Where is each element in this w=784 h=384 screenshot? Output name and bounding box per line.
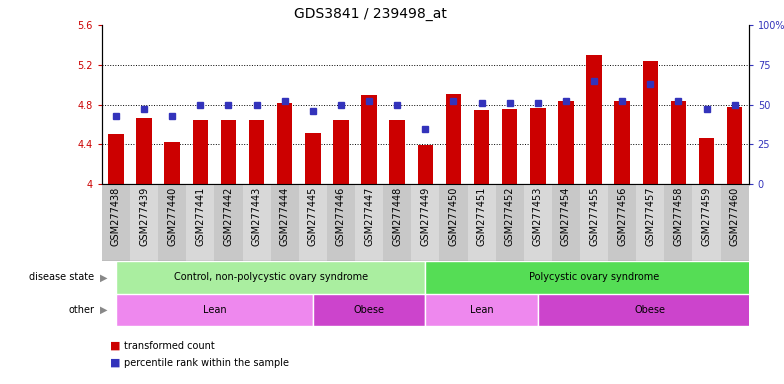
- Text: GSM277453: GSM277453: [533, 187, 543, 246]
- Text: GSM277441: GSM277441: [195, 187, 205, 246]
- Bar: [361, 95, 377, 184]
- Text: GSM277438: GSM277438: [111, 187, 121, 246]
- Bar: [608, 184, 637, 261]
- Bar: [692, 184, 720, 261]
- Bar: [467, 184, 495, 261]
- Bar: [390, 119, 405, 184]
- Text: GSM277439: GSM277439: [139, 187, 149, 246]
- Bar: [136, 118, 152, 184]
- Bar: [727, 107, 742, 184]
- Bar: [242, 184, 270, 261]
- Text: GSM277444: GSM277444: [280, 187, 290, 246]
- Text: Lean: Lean: [202, 305, 227, 315]
- Bar: [558, 101, 574, 184]
- Bar: [524, 184, 552, 261]
- Text: disease state: disease state: [29, 272, 94, 283]
- Text: GSM277455: GSM277455: [589, 187, 599, 246]
- Text: Obese: Obese: [635, 305, 666, 315]
- Bar: [108, 134, 124, 184]
- Text: GSM277457: GSM277457: [645, 187, 655, 246]
- Bar: [474, 109, 489, 184]
- Bar: [116, 261, 425, 294]
- Text: GSM277443: GSM277443: [252, 187, 262, 246]
- Bar: [425, 294, 538, 326]
- Text: Lean: Lean: [470, 305, 493, 315]
- Bar: [214, 184, 242, 261]
- Bar: [586, 55, 602, 184]
- Text: GSM277440: GSM277440: [167, 187, 177, 246]
- Bar: [187, 184, 214, 261]
- Bar: [538, 294, 763, 326]
- Bar: [383, 184, 412, 261]
- Text: Polycystic ovary syndrome: Polycystic ovary syndrome: [529, 272, 659, 283]
- Bar: [720, 184, 749, 261]
- Bar: [249, 119, 264, 184]
- Bar: [327, 184, 355, 261]
- Bar: [502, 109, 517, 184]
- Bar: [552, 184, 580, 261]
- Bar: [637, 184, 664, 261]
- Bar: [425, 261, 763, 294]
- Text: GSM277456: GSM277456: [617, 187, 627, 246]
- Bar: [418, 146, 433, 184]
- Text: GSM277445: GSM277445: [308, 187, 318, 246]
- Bar: [446, 94, 461, 184]
- Bar: [277, 103, 292, 184]
- Bar: [221, 119, 236, 184]
- Bar: [615, 101, 630, 184]
- Text: GSM277448: GSM277448: [392, 187, 402, 246]
- Text: ■: ■: [110, 341, 120, 351]
- Bar: [412, 184, 439, 261]
- Text: other: other: [68, 305, 94, 315]
- Text: Control, non-polycystic ovary syndrome: Control, non-polycystic ovary syndrome: [173, 272, 368, 283]
- Text: GSM277459: GSM277459: [702, 187, 712, 246]
- Bar: [193, 119, 208, 184]
- Text: GSM277451: GSM277451: [477, 187, 487, 246]
- Text: ▶: ▶: [100, 272, 107, 283]
- Text: percentile rank within the sample: percentile rank within the sample: [124, 358, 289, 368]
- Text: GSM277446: GSM277446: [336, 187, 346, 246]
- Bar: [333, 119, 349, 184]
- Bar: [130, 184, 158, 261]
- Text: ■: ■: [110, 358, 120, 368]
- Text: GSM277458: GSM277458: [673, 187, 684, 246]
- Bar: [439, 184, 467, 261]
- Bar: [643, 61, 658, 184]
- Text: GSM277454: GSM277454: [561, 187, 571, 246]
- Bar: [158, 184, 187, 261]
- Text: Obese: Obese: [354, 305, 385, 315]
- Text: GSM277450: GSM277450: [448, 187, 459, 246]
- Text: GSM277460: GSM277460: [730, 187, 739, 246]
- Text: GSM277449: GSM277449: [420, 187, 430, 246]
- Text: GSM277442: GSM277442: [223, 187, 234, 246]
- Bar: [116, 294, 313, 326]
- Text: GDS3841 / 239498_at: GDS3841 / 239498_at: [294, 7, 447, 21]
- Bar: [699, 137, 714, 184]
- Bar: [530, 108, 546, 184]
- Bar: [580, 184, 608, 261]
- Text: GSM277452: GSM277452: [505, 187, 514, 246]
- Bar: [270, 184, 299, 261]
- Bar: [355, 184, 383, 261]
- Text: transformed count: transformed count: [124, 341, 215, 351]
- Bar: [165, 142, 180, 184]
- Bar: [102, 184, 130, 261]
- Bar: [495, 184, 524, 261]
- Bar: [664, 184, 692, 261]
- Bar: [305, 132, 321, 184]
- Bar: [313, 294, 425, 326]
- Bar: [299, 184, 327, 261]
- Text: ▶: ▶: [100, 305, 107, 315]
- Text: GSM277447: GSM277447: [364, 187, 374, 246]
- Bar: [670, 101, 686, 184]
